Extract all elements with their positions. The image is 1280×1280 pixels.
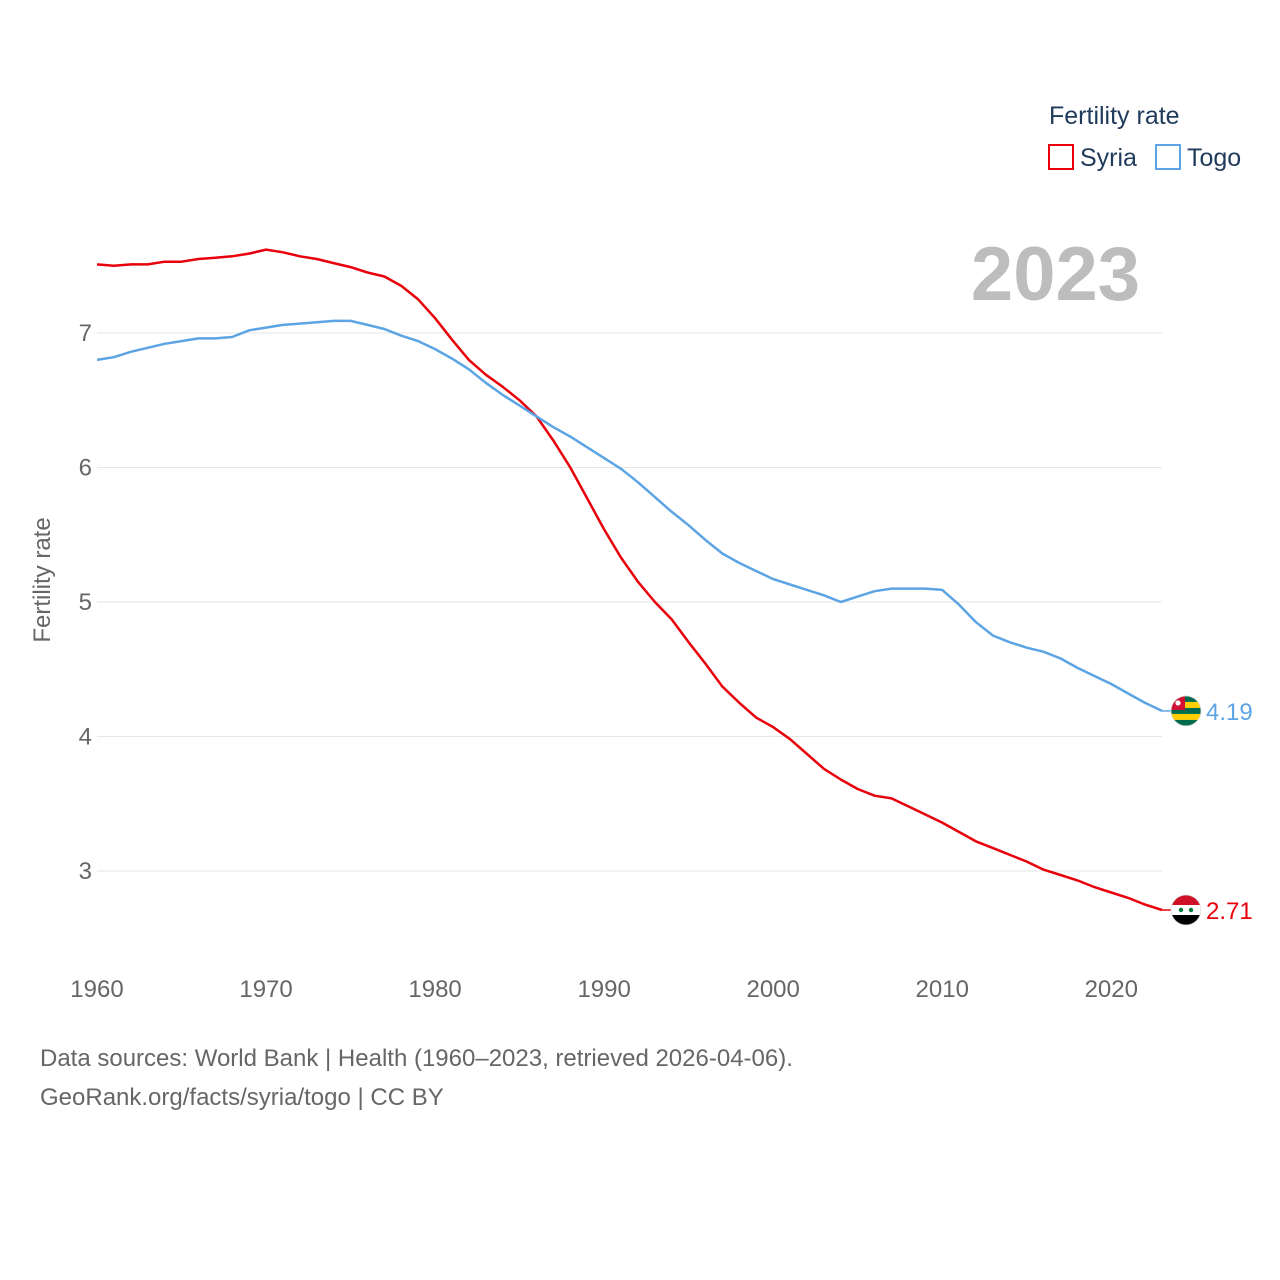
legend-label-togo: Togo (1187, 144, 1241, 172)
x-axis-ticks: 1960 1970 1980 1990 2000 2010 2020 (70, 976, 1138, 1003)
grid-lines (97, 332, 1162, 872)
y-tick-label: 7 (79, 320, 92, 347)
legend-item-togo[interactable]: Togo (1155, 144, 1241, 172)
end-value-label-syria: 2.71 (1206, 898, 1253, 925)
end-markers: 2.71 4.19 (1170, 695, 1253, 926)
y-axis-ticks: 3 4 5 6 7 (79, 320, 92, 885)
x-tick-label: 1990 (577, 976, 630, 1003)
legend-title: Fertility rate (1049, 102, 1180, 130)
end-value-label-togo: 4.19 (1206, 699, 1253, 726)
legend-item-syria[interactable]: Syria (1048, 144, 1137, 172)
syria-flag-icon (1170, 894, 1202, 926)
source-note: Data sources: World Bank | Health (1960–… (40, 1045, 793, 1072)
legend-swatch-syria (1048, 144, 1074, 170)
series-lines (96, 248, 1172, 912)
togo-flag-icon (1170, 695, 1202, 727)
y-tick-label: 5 (79, 589, 92, 616)
year-label: 2023 (971, 232, 1140, 317)
x-tick-label: 1970 (239, 976, 292, 1003)
series-line-togo (96, 319, 1163, 713)
x-tick-label: 2010 (916, 976, 969, 1003)
y-axis-title: Fertility rate (29, 517, 56, 642)
legend-label-syria: Syria (1080, 144, 1137, 172)
x-tick-label: 1980 (408, 976, 461, 1003)
attribution-link[interactable]: GeoRank.org/facts/syria/togo | CC BY (40, 1084, 444, 1111)
x-tick-label: 2000 (746, 976, 799, 1003)
y-tick-label: 3 (79, 858, 92, 885)
series-line-syria (96, 248, 1163, 912)
y-tick-label: 4 (79, 724, 92, 751)
legend[interactable]: Fertility rate Syria Togo (1048, 102, 1241, 172)
x-tick-label: 2020 (1085, 976, 1138, 1003)
y-tick-label: 6 (79, 455, 92, 482)
legend-swatch-togo (1155, 144, 1181, 170)
x-tick-label: 1960 (70, 976, 123, 1003)
